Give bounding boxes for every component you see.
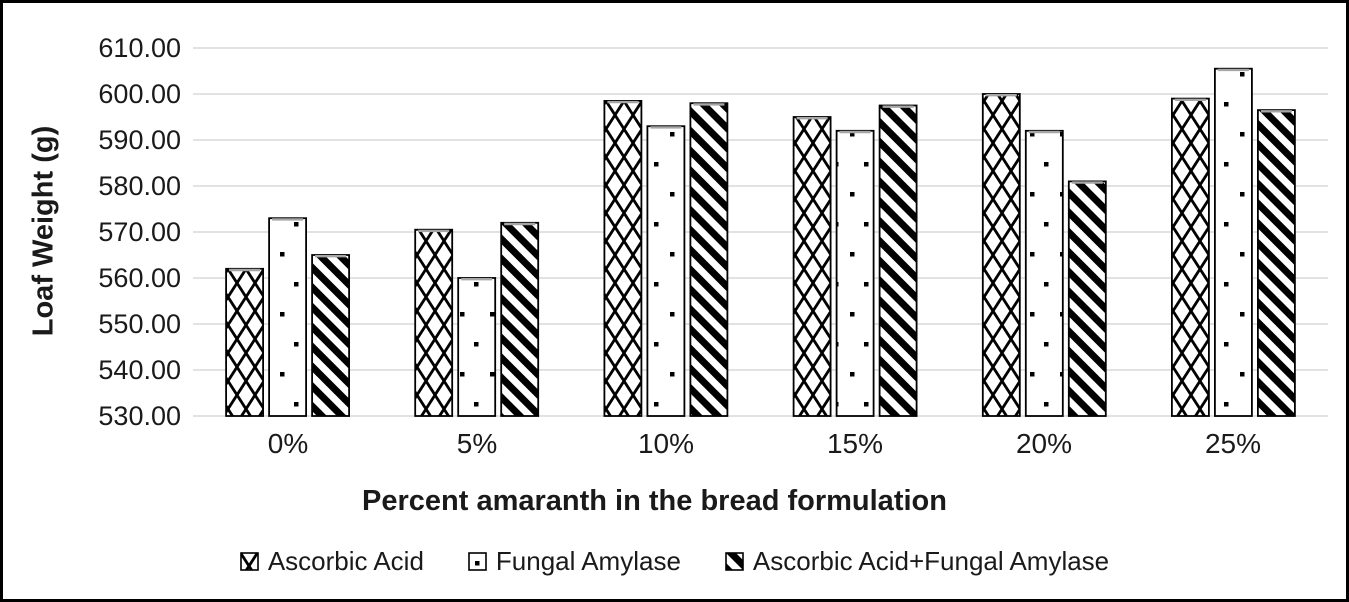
y-axis-title: Loaf Weight (g) xyxy=(27,125,60,337)
x-tick-label: 25% xyxy=(1204,428,1262,459)
y-tick-label: 590.00 xyxy=(98,125,181,155)
x-tick-label: 20% xyxy=(1015,428,1073,459)
legend-swatch-crosshatch xyxy=(240,552,259,571)
y-tick-label: 540.00 xyxy=(98,355,181,385)
legend-item: Ascorbic Acid+Fungal Amylase xyxy=(725,546,1109,577)
bar-dots-15% xyxy=(835,129,875,417)
y-tick-label: 570.00 xyxy=(98,217,181,247)
y-tick-label: 560.00 xyxy=(98,263,181,293)
bar-diagonal-stripes-25% xyxy=(1257,109,1296,417)
bar-dots-10% xyxy=(646,125,686,417)
x-tick-label: 10% xyxy=(637,428,695,459)
bar-crosshatch-20% xyxy=(981,93,1021,417)
legend-label: Fungal Amylase xyxy=(495,546,681,576)
bar-crosshatch-15% xyxy=(792,116,832,417)
y-tick-label: 580.00 xyxy=(98,171,181,201)
legend-label: Ascorbic Acid+Fungal Amylase xyxy=(752,546,1110,576)
bar-diagonal-stripes-0% xyxy=(311,254,351,417)
x-axis-title: Percent amaranth in the bread formulatio… xyxy=(362,485,947,517)
plot-area xyxy=(193,47,1328,417)
legend: Ascorbic Acid Fungal Amylase Ascorbic Ac… xyxy=(3,546,1346,577)
y-tick-label: 610.00 xyxy=(98,33,181,63)
x-tick-label: 5% xyxy=(456,428,498,459)
bar-diagonal-stripes-5% xyxy=(500,221,540,417)
legend-item: Ascorbic Acid xyxy=(240,546,424,577)
bar-dots-20% xyxy=(1024,129,1064,417)
legend-label: Ascorbic Acid xyxy=(267,546,424,576)
x-tick-label: 0% xyxy=(267,428,309,459)
bar-crosshatch-0% xyxy=(225,267,265,417)
y-tick-label: 530.00 xyxy=(98,401,181,431)
legend-swatch-diagonal-stripes xyxy=(725,552,744,571)
bar-dots-25% xyxy=(1214,67,1253,417)
x-tick-label: 15% xyxy=(826,428,884,459)
y-tick-label: 600.00 xyxy=(98,79,181,109)
bar-dots-5% xyxy=(457,277,497,417)
bar-crosshatch-5% xyxy=(414,228,454,417)
bar-diagonal-stripes-20% xyxy=(1067,180,1107,417)
bar-diagonal-stripes-10% xyxy=(689,102,729,417)
bar-dots-0% xyxy=(268,217,308,417)
bar-crosshatch-10% xyxy=(603,100,643,417)
bar-diagonal-stripes-15% xyxy=(878,104,918,417)
bar-crosshatch-25% xyxy=(1171,97,1210,417)
legend-swatch-dots xyxy=(468,552,487,571)
y-tick-label: 550.00 xyxy=(98,309,181,339)
legend-item: Fungal Amylase xyxy=(468,546,681,577)
